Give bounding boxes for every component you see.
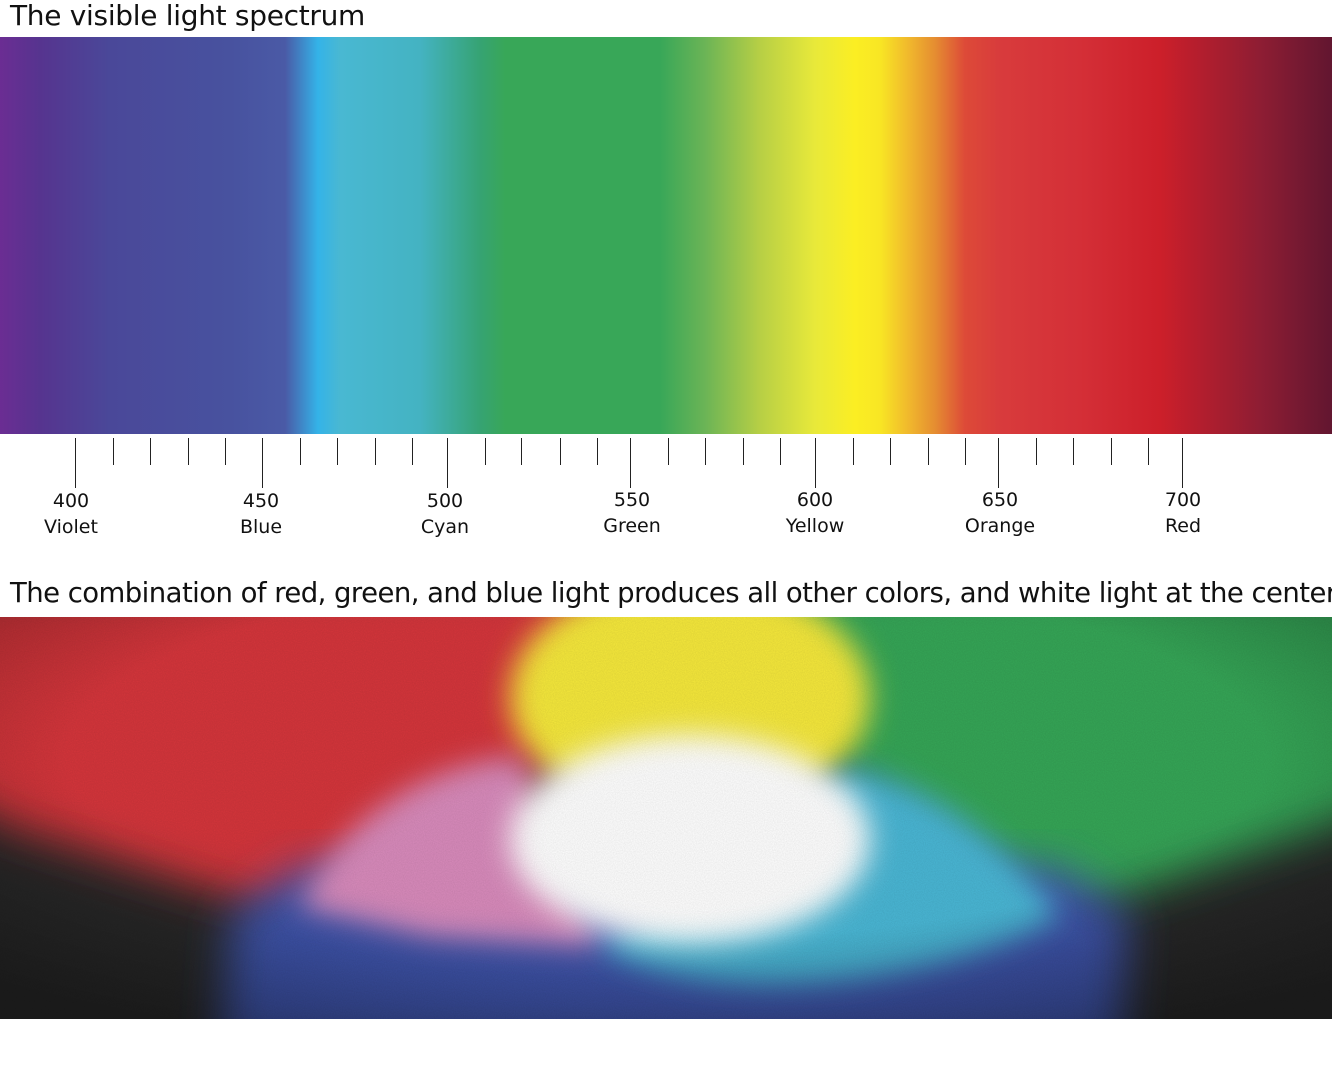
minor-tick — [337, 438, 338, 465]
spectrum-title: The visible light spectrum — [10, 0, 366, 32]
grain-texture — [0, 617, 1332, 1019]
wavelength-value: 650 — [981, 489, 1019, 511]
major-tick-450 — [262, 438, 263, 488]
minor-tick — [485, 438, 486, 465]
rgb-mixing-svg — [0, 617, 1332, 1019]
color-name: Green — [603, 515, 661, 537]
wavelength-value: 700 — [1164, 489, 1202, 511]
wavelength-scale: 400 Violet 450 Blue 500 Cyan 550 Green 6… — [0, 434, 1332, 554]
tick-label-orange: 650 Orange — [940, 487, 1060, 539]
minor-tick — [1073, 438, 1074, 465]
tick-label-red: 700 Red — [1123, 487, 1243, 539]
major-tick-550 — [630, 438, 631, 488]
major-tick-700 — [1182, 438, 1183, 488]
minor-tick — [853, 438, 854, 465]
minor-tick — [225, 438, 226, 465]
minor-tick — [705, 438, 706, 465]
major-tick-650 — [998, 438, 999, 488]
tick-label-yellow: 600 Yellow — [755, 487, 875, 539]
minor-tick — [890, 438, 891, 465]
minor-tick — [412, 438, 413, 465]
rgb-light-mixing-illustration — [0, 617, 1332, 1019]
major-tick-400 — [75, 438, 76, 488]
tick-label-green: 550 Green — [572, 487, 692, 539]
wavelength-value: 400 — [52, 490, 90, 512]
minor-tick — [375, 438, 376, 465]
color-name: Cyan — [420, 516, 470, 538]
mixing-title: The combination of red, green, and blue … — [10, 577, 1332, 609]
color-name: Red — [1164, 515, 1202, 537]
major-tick-600 — [815, 438, 816, 488]
minor-tick — [150, 438, 151, 465]
minor-tick — [521, 438, 522, 465]
minor-tick — [928, 438, 929, 465]
minor-tick — [560, 438, 561, 465]
tick-label-violet: 400 Violet — [11, 488, 131, 540]
minor-tick — [743, 438, 744, 465]
wavelength-value: 450 — [242, 490, 280, 512]
minor-tick — [1148, 438, 1149, 465]
color-name: Orange — [964, 515, 1036, 537]
color-name: Yellow — [785, 515, 845, 537]
minor-tick — [1111, 438, 1112, 465]
major-tick-500 — [447, 438, 448, 488]
minor-tick — [113, 438, 114, 465]
tick-label-cyan: 500 Cyan — [385, 488, 505, 540]
visible-spectrum-bar — [0, 37, 1332, 434]
minor-tick — [300, 438, 301, 465]
tick-label-blue: 450 Blue — [201, 488, 321, 540]
wavelength-value: 550 — [613, 489, 651, 511]
wavelength-value: 500 — [426, 490, 464, 512]
minor-tick — [1036, 438, 1037, 465]
minor-tick — [965, 438, 966, 465]
wavelength-value: 600 — [796, 489, 834, 511]
minor-tick — [188, 438, 189, 465]
minor-tick — [668, 438, 669, 465]
color-name: Blue — [239, 516, 283, 538]
color-name: Violet — [44, 516, 98, 538]
minor-tick — [597, 438, 598, 465]
minor-tick — [780, 438, 781, 465]
